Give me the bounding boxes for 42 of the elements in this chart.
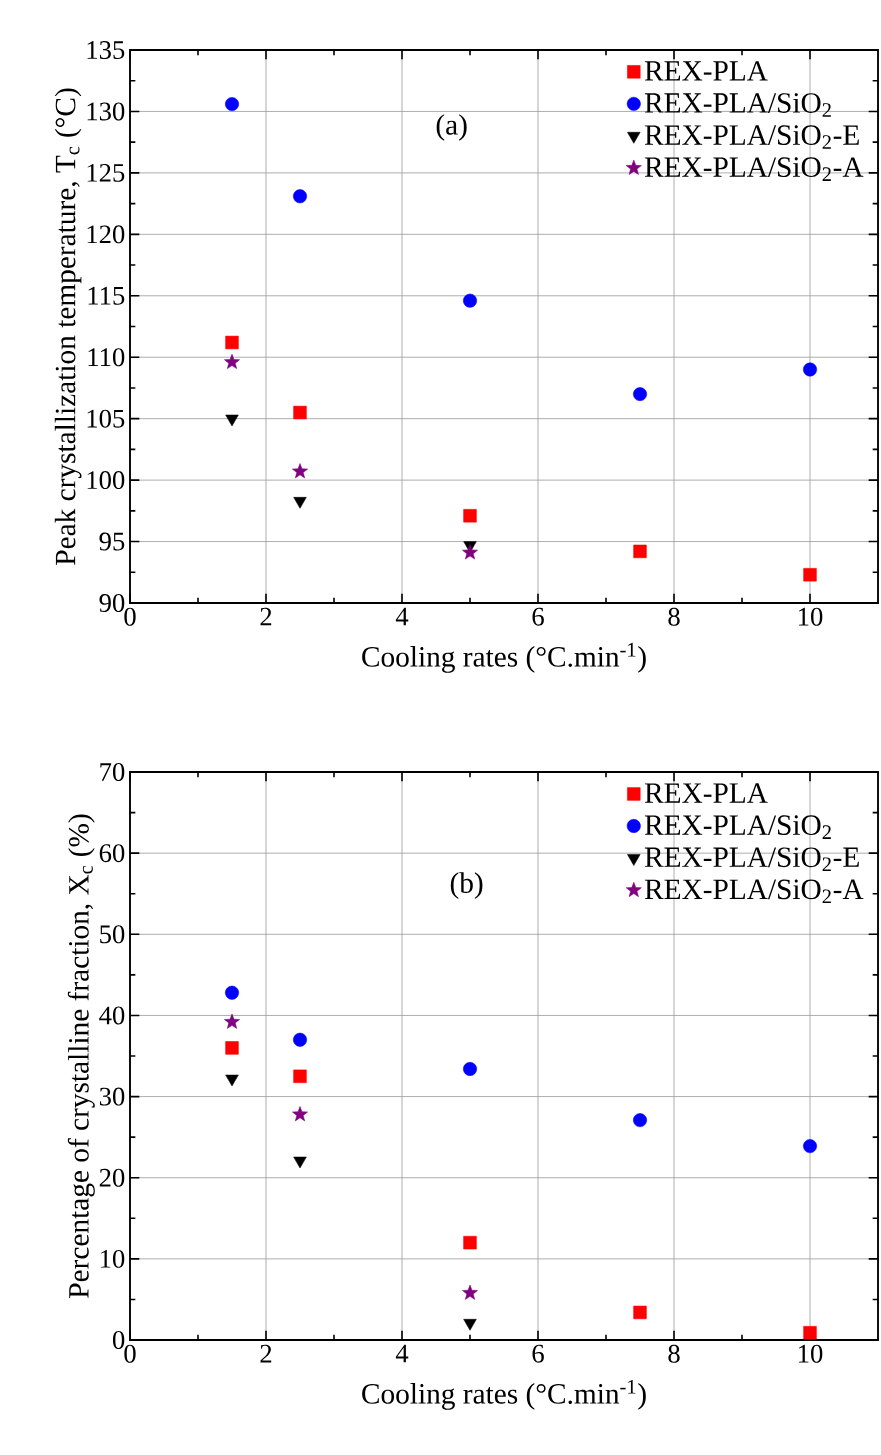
legend-label: REX-PLA/SiO$_{2}$-E [644,847,859,871]
y-tick-label: 110 [88,348,125,367]
x-tick-label: 6 [532,1344,544,1363]
x-tick-label: 4 [395,607,409,626]
x-tick-label: 2 [260,1344,272,1363]
y-tick-label: 0 [112,1331,125,1350]
y-tick-label: 40 [99,1006,125,1025]
y-tick-label: 70 [100,763,125,781]
legend-label: REX-PLA/SiO$_{2}$-A [644,157,864,181]
y-tick-label: 130 [87,102,125,121]
legend-label: REX-PLA/SiO$_{2}$-E [644,125,859,149]
legend-label: REX-PLA/SiO$_{2}$ [644,815,831,839]
y-tick-label: 30 [99,1087,125,1106]
x-axis-title: Cooling rates (°C.min$^{-1}$) [362,1379,646,1410]
x-axis-title: Cooling rates (°C.min$^{-1}$) [362,642,646,673]
y-tick-label: 115 [88,286,125,305]
y-axis-title: Peak crystallization temperature, T$_{c}$ (°C) [54,88,82,565]
y-tick-label: 10 [100,1249,125,1268]
y-tick-label: 20 [99,1168,125,1187]
y-tick-label: 60 [99,844,125,863]
x-tick-label: 6 [532,607,544,626]
y-tick-label: 120 [87,225,125,244]
y-tick-label: 135 [87,41,125,59]
x-tick-label: 10 [799,607,823,626]
x-tick-label: 2 [260,607,272,626]
x-tick-label: 8 [668,607,680,626]
legend-label: REX-PLA [644,61,768,81]
y-tick-label: 100 [87,471,125,490]
annotation: (b) [450,872,483,899]
y-axis-title: Percentage of crystalline fraction, X$_{c}$ (%) [67,814,95,1298]
y-tick-label: 50 [100,925,125,944]
legend-label: REX-PLA [644,783,768,803]
y-tick-label: 105 [87,409,125,428]
y-tick-label: 90 [99,594,125,612]
annotation: (a) [436,114,467,141]
legend-label: REX-PLA/SiO$_{2}$-A [644,879,864,904]
x-tick-label: 8 [668,1344,680,1363]
x-tick-label: 4 [395,1344,409,1363]
x-tick-label: 10 [799,1344,823,1363]
legend-label: REX-PLA/SiO$_{2}$ [644,93,831,117]
y-tick-label: 95 [99,532,125,551]
y-tick-label: 125 [87,163,125,182]
